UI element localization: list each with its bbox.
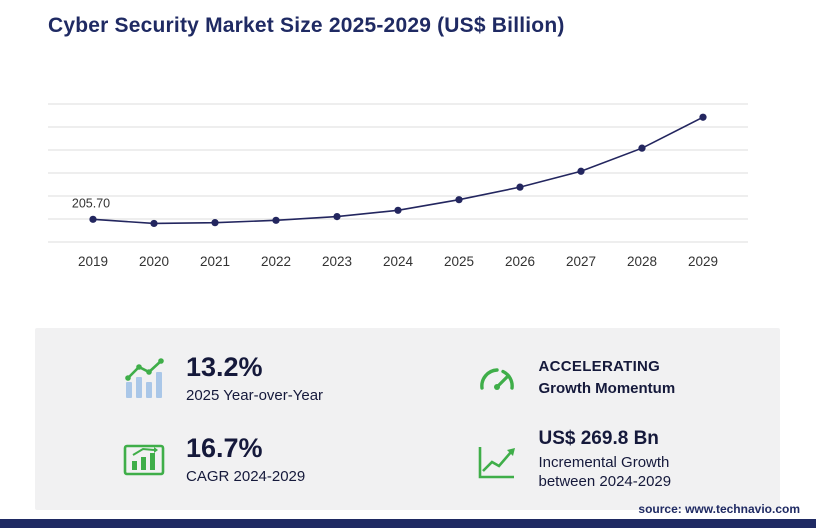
svg-text:2026: 2026 <box>505 254 535 269</box>
footer-bar <box>0 519 816 528</box>
svg-text:2027: 2027 <box>566 254 596 269</box>
framed-bar-chart-icon <box>120 436 168 484</box>
stat-label: Incremental Growth between 2024-2029 <box>538 454 672 490</box>
stat-value: 16.7% <box>186 433 263 464</box>
bar-chart-growth-icon <box>120 355 168 403</box>
stat-label: Growth Momentum <box>538 380 676 397</box>
svg-text:2023: 2023 <box>322 254 352 269</box>
page-title: Cyber Security Market Size 2025-2029 (US… <box>48 14 565 37</box>
svg-text:2028: 2028 <box>627 254 657 269</box>
stat-growth-momentum: ACCELERATING Growth Momentum <box>408 355 781 403</box>
line-chart-svg: 205.70 2019 2020 2021 2022 2023 2024 2025 2026 20… <box>48 103 748 269</box>
stat-cagr: 16.7% CAGR 2024-2029 <box>35 432 408 487</box>
market-size-line-chart: 205.70 2019 2020 2021 2022 2023 2024 2025 2026 20… <box>48 92 748 270</box>
stat-label: CAGR 2024-2029 <box>186 468 306 485</box>
stat-value: 13.2% <box>186 352 263 383</box>
svg-text:2020: 2020 <box>139 254 169 269</box>
svg-text:2019: 2019 <box>78 254 108 269</box>
svg-text:2025: 2025 <box>444 254 474 269</box>
source-credit: source: www.technavio.com <box>638 502 800 516</box>
stat-label: 2025 Year-over-Year <box>186 387 324 404</box>
svg-text:205.70: 205.70 <box>72 196 110 210</box>
line-growth-icon <box>473 436 521 484</box>
stat-yoy-growth: 13.2% 2025 Year-over-Year <box>35 351 408 406</box>
svg-text:2024: 2024 <box>383 254 414 269</box>
svg-text:2022: 2022 <box>261 254 291 269</box>
stat-value: ACCELERATING <box>538 358 661 376</box>
svg-text:2029: 2029 <box>688 254 718 269</box>
stat-value: US$ 269.8 Bn <box>538 428 659 450</box>
svg-text:2021: 2021 <box>200 254 230 269</box>
stats-panel: 13.2% 2025 Year-over-Year ACCELERATING G… <box>35 328 780 510</box>
speedometer-icon <box>473 355 521 403</box>
stat-incremental-growth: US$ 269.8 Bn Incremental Growth between … <box>408 427 781 491</box>
